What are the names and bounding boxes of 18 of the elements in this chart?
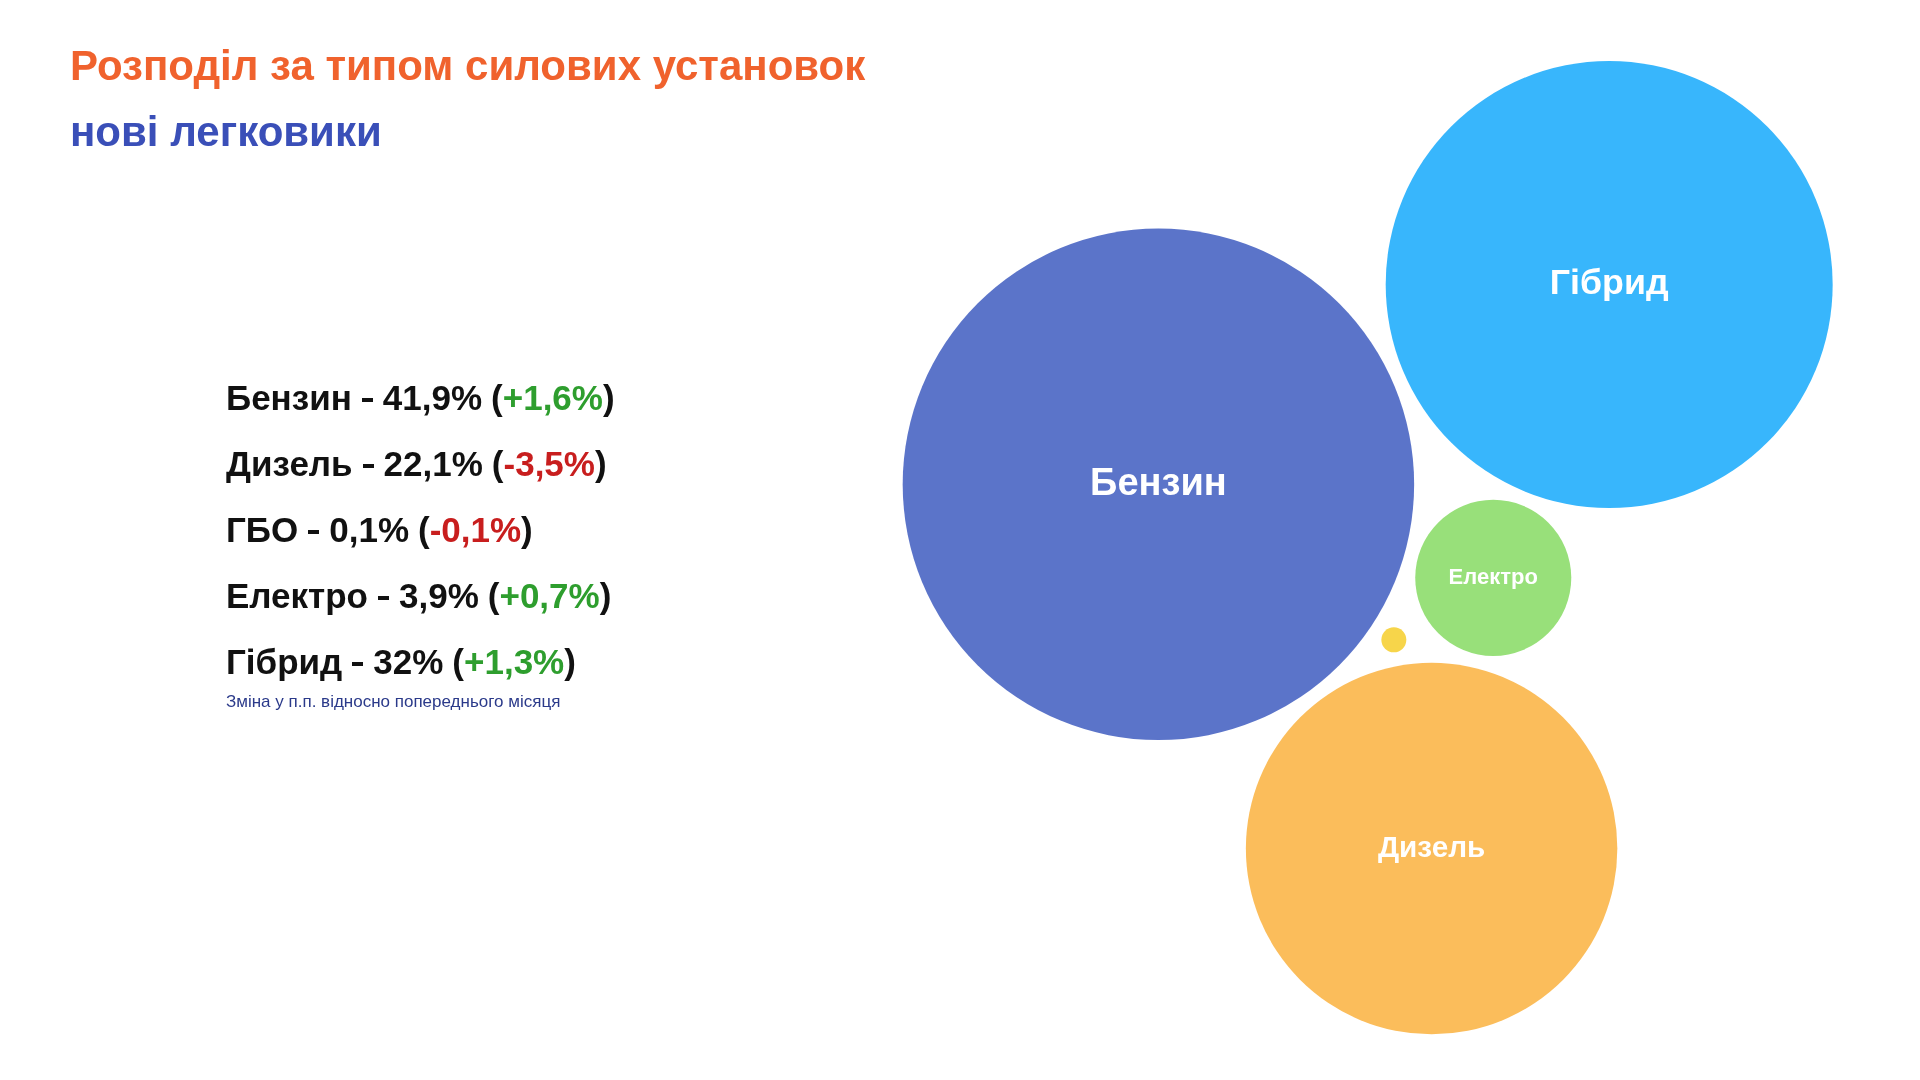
category-label: Гібрид [226, 642, 343, 682]
data-label: (+0,7%) [487, 576, 612, 615]
category-label: Електро [226, 576, 368, 616]
text: Розподіл за типом силових установок [70, 42, 866, 90]
data-label: 22,1% [383, 444, 483, 484]
text: Зміна у п.п. відносно попереднього місяця [226, 692, 562, 712]
data-label: 3,9% [399, 576, 479, 616]
data-label: 0,1% [329, 510, 410, 550]
data-label: (-0,1%) [418, 510, 533, 549]
data-label: (+1,3%) [452, 642, 576, 681]
text: нові легковики [70, 108, 382, 156]
data-label: 32% [373, 642, 444, 682]
data-label: (+1,6%) [491, 378, 615, 417]
category-label: ГБО [226, 510, 299, 550]
category-label: Бензин [226, 378, 352, 418]
category-label: Дизель [226, 444, 353, 484]
data-label: 41,9% [382, 378, 483, 418]
data-label: (-3,5%) [491, 444, 607, 483]
